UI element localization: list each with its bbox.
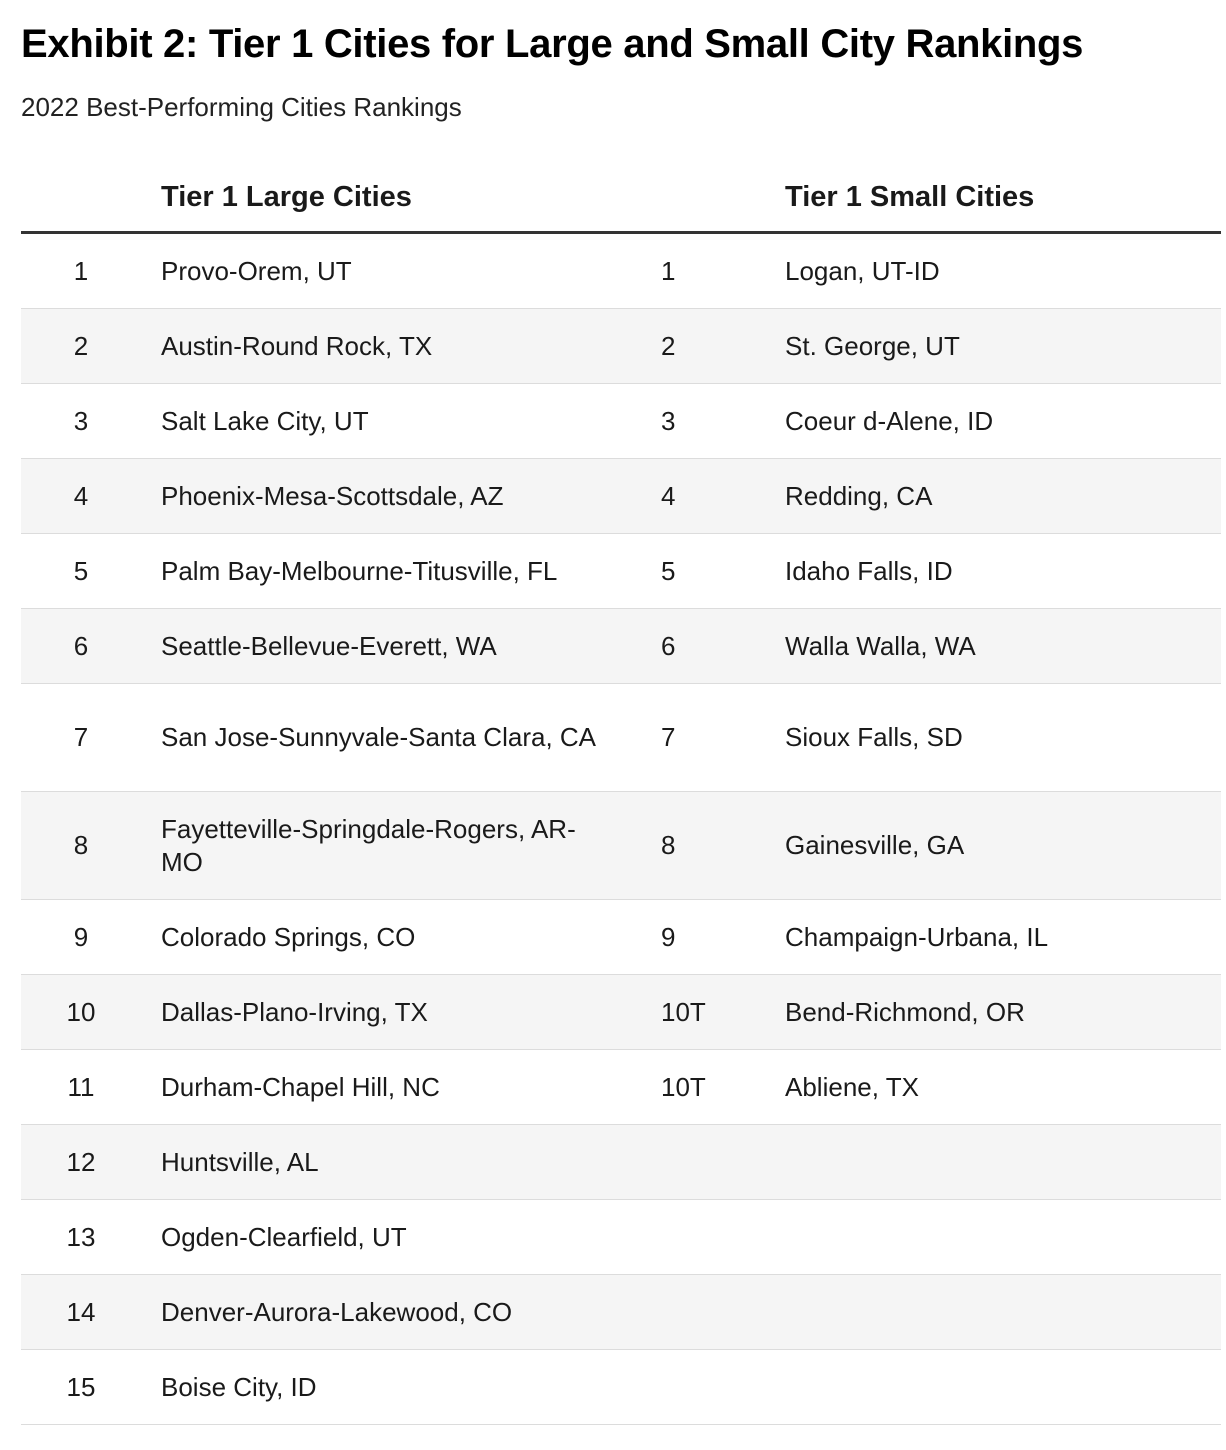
small-city-cell: Redding, CA [785, 480, 933, 511]
small-rank-cell: 4 [661, 480, 676, 511]
small-city-cell: Logan, UT-ID [785, 255, 940, 286]
small-rank-cell [661, 1350, 731, 1424]
small-city-cell: Sioux Falls, SD [785, 722, 963, 752]
large-rank-cell: 12 [66, 1146, 96, 1177]
small-rank-cell: 1 [661, 255, 676, 286]
large-city-cell: Durham-Chapel Hill, NC [161, 1071, 440, 1102]
small-rank-cell: 7 [661, 722, 676, 752]
large-rank-cell: 5 [73, 555, 89, 586]
large-city-cell: Fayetteville-Springdale-Rogers, AR-MO [161, 813, 576, 877]
large-city-cell: Ogden-Clearfield, UT [161, 1221, 407, 1252]
table-row: 5 Palm Bay-Melbourne-Titusville, FL 5 Idaho… [21, 534, 1221, 609]
table-header: Tier 1 Large Cities Tier 1 Small Cities [21, 160, 1221, 234]
large-rank-cell: 9 [73, 921, 89, 952]
small-rank-cell [661, 1275, 731, 1349]
large-rank-cell: 10 [66, 996, 96, 1027]
small-city-cell: Gainesville, GA [785, 830, 965, 860]
large-city-cell: Huntsville, AL [161, 1146, 319, 1177]
table-row: 6 Seattle-Bellevue-Everett, WA 6 Walla Wall… [21, 609, 1221, 684]
large-city-cell: Provo-Orem, UT [161, 255, 352, 286]
table-row: 12 Huntsville, AL [21, 1125, 1221, 1200]
small-rank-cell [661, 1125, 731, 1199]
large-city-cell: Colorado Springs, CO [161, 921, 416, 952]
header-small-cities: Tier 1 Small Cities [785, 181, 1035, 213]
large-city-cell: Seattle-Bellevue-Everett, WA [161, 630, 497, 661]
large-city-cell: Phoenix-Mesa-Scottsdale, AZ [161, 480, 504, 511]
table-body: 1 Provo-Orem, UT 1 Logan, UT-ID 2 Austin-Roun… [21, 234, 1221, 1425]
large-rank-cell: 4 [73, 480, 89, 511]
table-row: 7 San Jose-Sunnyvale-Santa Clara, CA 7 Siou… [21, 684, 1221, 792]
small-rank-cell: 5 [661, 555, 676, 586]
small-rank-cell: 8 [661, 830, 676, 860]
table-row: 10 Dallas-Plano-Irving, TX 10T Bend-Richmon… [21, 975, 1221, 1050]
large-city-cell: San Jose-Sunnyvale-Santa Clara, CA [161, 722, 597, 752]
chart-title: Exhibit 2: Tier 1 Cities for Large and S… [21, 22, 1084, 66]
table-row: 2 Austin-Round Rock, TX 2 St. George, UT [21, 309, 1221, 384]
large-city-cell: Denver-Aurora-Lakewood, CO [161, 1296, 513, 1327]
large-city-cell: Dallas-Plano-Irving, TX [161, 996, 428, 1027]
large-city-cell: Boise City, ID [161, 1371, 317, 1402]
small-rank-cell: 3 [661, 405, 676, 436]
table-row: 15 Boise City, ID [21, 1350, 1221, 1425]
large-city-cell: Austin-Round Rock, TX [161, 330, 433, 361]
table-row: 13 Ogden-Clearfield, UT [21, 1200, 1221, 1275]
small-city-cell [785, 1125, 1215, 1199]
small-rank-cell: 10T [661, 996, 706, 1027]
small-city-cell [785, 1275, 1215, 1349]
small-rank-cell: 6 [661, 630, 676, 661]
large-city-cell: Palm Bay-Melbourne-Titusville, FL [161, 555, 558, 586]
small-city-cell: Bend-Richmond, OR [785, 996, 1025, 1027]
table-row: 14 Denver-Aurora-Lakewood, CO [21, 1275, 1221, 1350]
large-rank-cell: 13 [66, 1221, 96, 1252]
large-rank-cell: 1 [73, 255, 89, 286]
large-city-cell: Salt Lake City, UT [161, 405, 369, 436]
large-rank-cell: 3 [73, 405, 89, 436]
small-city-cell: Abliene, TX [785, 1071, 919, 1102]
table-row: 11 Durham-Chapel Hill, NC 10T Abliene, TX [21, 1050, 1221, 1125]
small-city-cell: Idaho Falls, ID [785, 555, 953, 586]
small-rank-cell [661, 1200, 731, 1274]
small-city-cell: Walla Walla, WA [785, 630, 976, 661]
table-row: 9 Colorado Springs, CO 9 Champaign-Urbana, … [21, 900, 1221, 975]
large-rank-cell: 15 [66, 1371, 96, 1402]
large-rank-cell: 14 [66, 1296, 96, 1327]
table-row: 1 Provo-Orem, UT 1 Logan, UT-ID [21, 234, 1221, 309]
large-rank-cell: 6 [73, 630, 89, 661]
large-rank-cell: 7 [73, 722, 89, 752]
table-row: 3 Salt Lake City, UT 3 Coeur d-Alene, ID [21, 384, 1221, 459]
small-city-cell: Champaign-Urbana, IL [785, 921, 1049, 952]
large-rank-cell: 2 [73, 330, 89, 361]
small-rank-cell: 2 [661, 330, 676, 361]
small-rank-cell: 10T [661, 1071, 706, 1102]
table-row: 8 Fayetteville-Springdale-Rogers, AR-MO 8 G… [21, 792, 1221, 900]
large-rank-cell: 11 [67, 1071, 95, 1102]
small-rank-cell: 9 [661, 921, 676, 952]
small-city-cell [785, 1350, 1215, 1424]
small-city-cell: St. George, UT [785, 330, 960, 361]
small-city-cell: Coeur d-Alene, ID [785, 405, 994, 436]
large-rank-cell: 8 [73, 830, 89, 860]
table-row: 4 Phoenix-Mesa-Scottsdale, AZ 4 Redding, CA [21, 459, 1221, 534]
header-large-cities: Tier 1 Large Cities [161, 181, 412, 213]
small-city-cell [785, 1200, 1215, 1274]
rankings-table: Tier 1 Large Cities Tier 1 Small Cities … [21, 160, 1221, 1425]
chart-subtitle: 2022 Best-Performing Cities Rankings [21, 92, 462, 122]
